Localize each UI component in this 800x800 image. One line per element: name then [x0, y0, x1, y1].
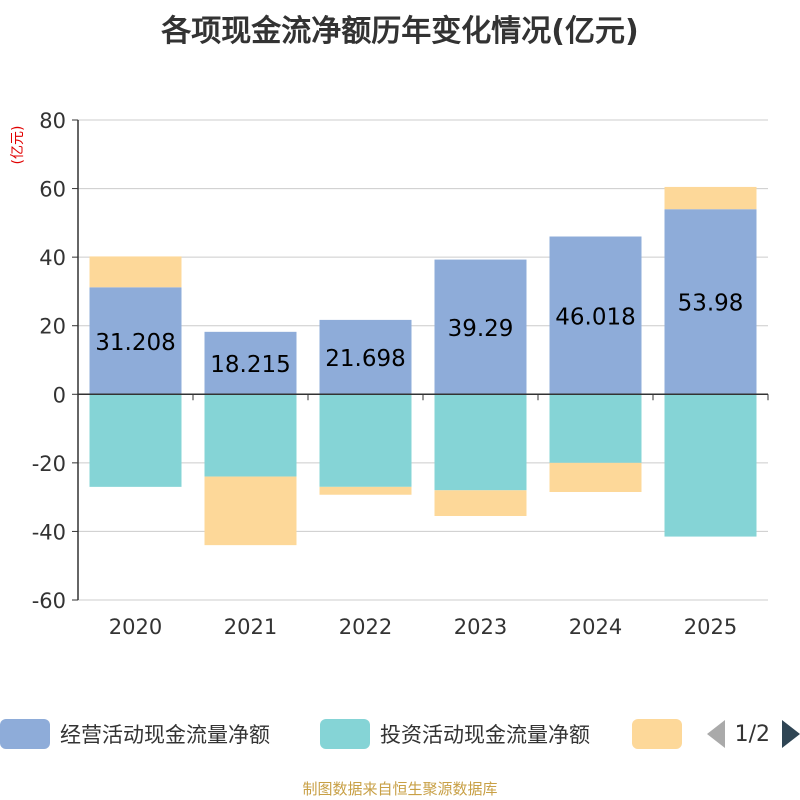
- bar-2-2021: [204, 476, 297, 546]
- bar-1-2020: [89, 394, 182, 487]
- data-label: 46.018: [555, 304, 635, 330]
- bar-0-2025: [664, 209, 757, 395]
- y-tick-label: 60: [39, 178, 66, 202]
- data-label: 31.208: [95, 330, 175, 356]
- data-label: 53.98: [678, 291, 744, 317]
- bar-1-2023: [434, 394, 527, 491]
- bar-2-2024: [549, 462, 642, 492]
- y-tick-label: 80: [39, 109, 66, 133]
- legend-item-operating[interactable]: 经营活动现金流量净额: [0, 716, 270, 752]
- y-tick-label: -60: [32, 589, 66, 613]
- bar-2-2022: [319, 486, 412, 495]
- pager-page-text: 1/2: [734, 721, 770, 747]
- x-tick-label: 2021: [224, 615, 277, 639]
- legend-label-investing: 投资活动现金流量净额: [380, 723, 590, 747]
- legend-item-investing[interactable]: 投资活动现金流量净额: [320, 716, 590, 752]
- bar-0-2020: [89, 287, 182, 395]
- gridlines: [78, 119, 768, 601]
- legend-item-financing[interactable]: [632, 716, 682, 752]
- data-label: 39.29: [448, 316, 514, 342]
- bar-0-2021: [204, 331, 297, 395]
- x-tick-label: 2020: [109, 615, 162, 639]
- bar-0-2023: [434, 259, 527, 395]
- bars: [89, 186, 757, 546]
- x-tick-label: 2025: [684, 615, 737, 639]
- pager-next-icon[interactable]: [782, 720, 800, 748]
- axes: [72, 119, 769, 601]
- data-labels: 31.208 18.215 21.698 39.29 46.018 53.98: [95, 291, 743, 378]
- tick-labels: 80 60 40 20 0 -20 -40 -60 2020 2021 2022 2023 2024 20…: [32, 109, 738, 639]
- data-label: 21.698: [325, 346, 405, 372]
- y-tick-label: 0: [53, 383, 66, 407]
- chart-title: 各项现金流净额历年变化情况(亿元): [161, 14, 639, 49]
- y-axis-label: (亿元): [10, 126, 26, 165]
- x-tick-label: 2023: [454, 615, 507, 639]
- bar-chart: 80 60 40 20 0 -20 -40 -60 2020 2021 2022 2023 2024 20…: [10, 109, 769, 639]
- bar-2-2023: [434, 490, 527, 516]
- y-tick-label: -40: [32, 520, 66, 544]
- bar-1-2024: [549, 394, 642, 463]
- bar-1-2021: [204, 394, 297, 477]
- pager-prev-icon[interactable]: [706, 720, 725, 748]
- y-tick-label: -20: [32, 452, 66, 476]
- bar-0-2024: [549, 236, 642, 395]
- bar-1-2025: [664, 394, 757, 537]
- bar-2-2025: [664, 186, 757, 210]
- legend-pager: 1/2: [706, 716, 800, 752]
- legend-label-operating: 经营活动现金流量净额: [60, 723, 270, 747]
- legend-swatch-financing: [632, 719, 682, 749]
- x-tick-label: 2024: [569, 615, 622, 639]
- data-label: 18.215: [210, 352, 290, 378]
- legend-swatch-investing: [320, 719, 370, 749]
- bar-1-2022: [319, 394, 412, 487]
- legend: 经营活动现金流量净额 投资活动现金流量净额: [0, 716, 800, 756]
- y-tick-label: 40: [39, 246, 66, 270]
- bar-2-2020: [89, 256, 182, 288]
- source-footer: 制图数据来自恒生聚源数据库: [302, 780, 498, 798]
- y-tick-label: 20: [39, 315, 66, 339]
- bar-0-2022: [319, 319, 412, 395]
- x-tick-label: 2022: [339, 615, 392, 639]
- legend-swatch-operating: [0, 719, 50, 749]
